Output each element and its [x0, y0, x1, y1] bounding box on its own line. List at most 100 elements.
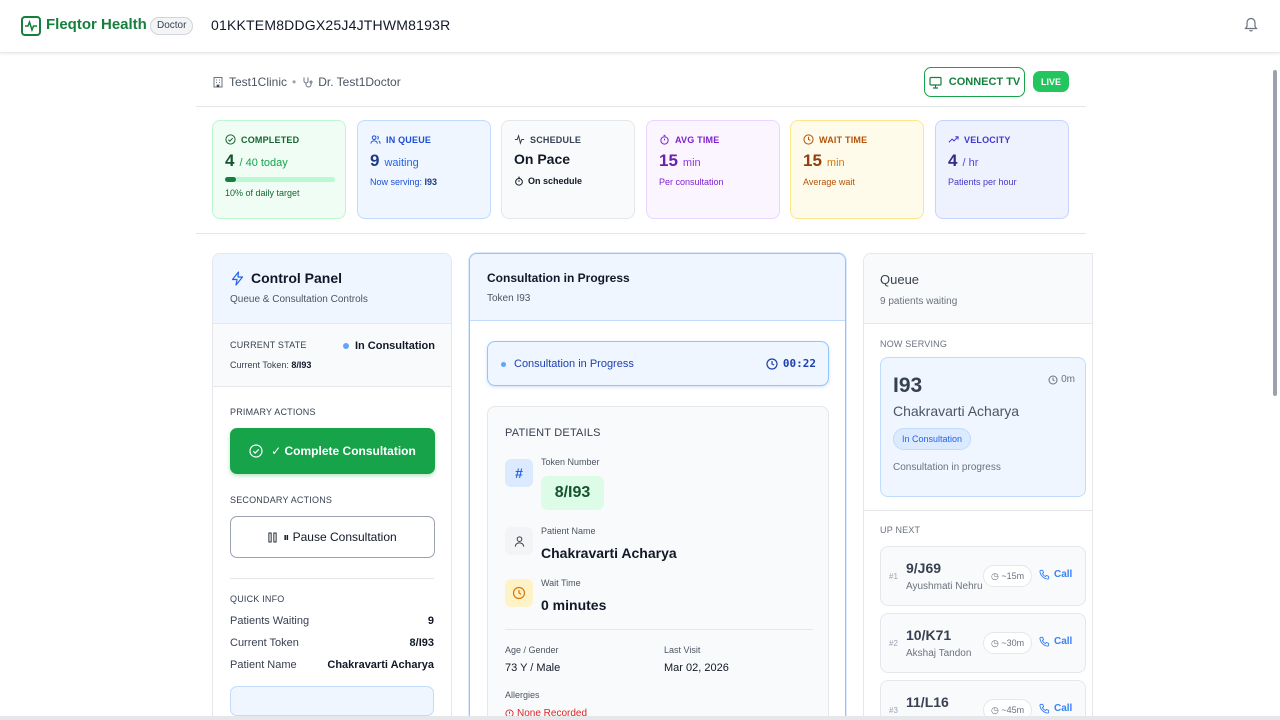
control-panel: Control Panel Queue & Consultation Contr…	[212, 253, 452, 720]
queue-wait: ◷ ~45m	[983, 699, 1033, 720]
complete-consultation-button[interactable]: ✓ Complete Consultation	[230, 428, 435, 474]
queue-item[interactable]: #3 11/L16 ◷ ~45m Call	[880, 680, 1086, 720]
queue-header: Queue 9 patients waiting	[864, 254, 1092, 324]
stat-completed: COMPLETED 4 / 40 today 10% of daily targe…	[212, 120, 346, 219]
stethoscope-icon	[303, 77, 313, 88]
now-serving-prefix: Now serving:	[370, 177, 423, 187]
queue-token: 11/L16	[906, 694, 949, 710]
stopwatch-icon	[515, 176, 523, 186]
session-id: 01KKTEM8DDGX25J4JTHWM8193R	[211, 17, 451, 33]
lightning-icon	[231, 270, 244, 286]
call-button[interactable]: Call	[1039, 636, 1072, 647]
daily-target-progress-bar	[225, 177, 335, 182]
call-label: Call	[1054, 636, 1073, 647]
quick-info-row: Patient Name Chakravarti Acharya	[230, 659, 434, 671]
control-panel-subtitle: Queue & Consultation Controls	[230, 294, 368, 305]
users-icon	[370, 135, 381, 144]
stat-completed-unit: / 40 today	[239, 157, 288, 169]
stat-completed-value: 4	[225, 151, 235, 170]
now-serving-name: Chakravarti Acharya	[893, 403, 1020, 419]
last-visit-label: Last Visit	[664, 645, 701, 655]
allergies-label: Allergies	[505, 690, 540, 700]
secondary-actions-label: SECONDARY ACTIONS	[230, 495, 333, 505]
age-gender-label: Age / Gender	[505, 645, 559, 655]
state-dot	[342, 343, 349, 349]
current-token-label: Current Token:	[230, 360, 289, 370]
current-state-label: CURRENT STATE	[230, 340, 307, 350]
queue-item[interactable]: #1 9/J69 Ayushmati Nehru ◷ ~15m Call	[880, 546, 1086, 606]
role-badge: Doctor	[150, 17, 194, 35]
timer-icon	[660, 134, 669, 145]
top-bar: Fleqtor Health Doctor 01KKTEM8DDGX25J4JT…	[0, 0, 1280, 53]
stat-wait-time: WAIT TIME 15 min Average wait	[790, 120, 924, 219]
stat-schedule-sub: On schedule	[528, 176, 583, 186]
queue-position: #3	[889, 706, 898, 715]
notification-bell-icon[interactable]	[1244, 17, 1258, 33]
queue-title: Queue	[880, 272, 920, 287]
consultation-progress-banner: Consultation in Progress 00:22	[487, 341, 829, 386]
activity-icon	[514, 134, 525, 145]
quick-info-value: 8/I93	[409, 637, 434, 649]
stat-wait-time-value: 15	[803, 151, 822, 170]
queue-wait-value: ~15m	[1001, 571, 1025, 581]
monitor-icon	[929, 76, 942, 89]
last-visit-value: Mar 02, 2026	[664, 662, 729, 674]
pause-consultation-button[interactable]: ⏸ Pause Consultation	[230, 516, 435, 558]
hash-icon: #	[505, 459, 533, 487]
pause-consultation-label: ⏸ Pause Consultation	[283, 529, 397, 544]
wait-time-value: 0 minutes	[541, 597, 607, 613]
quick-info-row: Current Token 8/I93	[230, 637, 434, 649]
complete-consultation-label: ✓ Complete Consultation	[271, 444, 416, 458]
queue-subtitle: 9 patients waiting	[880, 296, 958, 307]
connect-tv-button[interactable]: CONNECT TV	[924, 67, 1025, 97]
control-panel-title: Control Panel	[251, 270, 343, 286]
stat-completed-sub: 10% of daily target	[225, 188, 300, 198]
token-number-value: 8/I93	[541, 476, 604, 510]
stat-avg-time-sub: Per consultation	[659, 177, 724, 187]
current-state-value: In Consultation	[342, 340, 435, 352]
building-icon	[213, 77, 223, 88]
stat-velocity-label: VELOCITY	[964, 134, 1011, 145]
quick-info-label: QUICK INFO	[230, 594, 285, 604]
call-button[interactable]: Call	[1039, 569, 1072, 580]
now-serving-token: I93	[424, 177, 438, 187]
phone-icon	[1039, 703, 1050, 714]
queue-item[interactable]: #2 10/K71 Akshaj Tandon ◷ ~30m Call	[880, 613, 1086, 673]
stat-in-queue-unit: waiting	[384, 157, 419, 169]
now-serving-card[interactable]: I93 0m Chakravarti Acharya In Consultati…	[880, 357, 1086, 497]
current-state-section: CURRENT STATE In Consultation Current To…	[213, 324, 451, 387]
stat-in-queue-label: IN QUEUE	[386, 134, 432, 145]
consultation-panel: Consultation in Progress Token I93 Consu…	[469, 253, 846, 720]
stat-in-queue: IN QUEUE 9 waiting Now serving: I93	[357, 120, 491, 219]
page-scrollbar[interactable]	[1273, 70, 1277, 396]
now-serving-badge: In Consultation	[893, 428, 972, 450]
brand-name[interactable]: Fleqtor Health	[46, 16, 147, 33]
separator: •	[292, 75, 297, 89]
doctor-name: Dr. Test1Doctor	[318, 75, 401, 89]
trending-up-icon	[948, 136, 959, 143]
current-token-line: Current Token: 8/I93	[230, 360, 434, 370]
queue-wait-value: ~45m	[1001, 705, 1025, 715]
bottom-edge	[0, 716, 1280, 720]
stat-in-queue-sub: Now serving: I93	[370, 177, 478, 187]
phone-icon	[1039, 636, 1050, 647]
up-next-label: UP NEXT	[880, 525, 921, 535]
quick-info-value: Chakravarti Acharya	[327, 659, 434, 671]
clock-icon	[803, 134, 814, 145]
quick-info-row: Patients Waiting 9	[230, 615, 434, 627]
consultation-timer: 00:22	[766, 357, 816, 370]
user-icon	[505, 527, 533, 555]
stat-avg-time-unit: min	[682, 157, 701, 169]
stat-velocity: VELOCITY 4 / hr Patients per hour	[935, 120, 1069, 219]
call-label: Call	[1054, 569, 1073, 580]
quick-info-key: Patients Waiting	[230, 615, 310, 627]
consultation-title: Consultation in Progress	[487, 271, 630, 285]
patient-name-label: Patient Name	[541, 526, 596, 536]
token-number-label: Token Number	[541, 457, 600, 467]
call-button[interactable]: Call	[1039, 703, 1072, 714]
queue-patient-name: Akshaj Tandon	[906, 648, 972, 659]
current-token-value: 8/I93	[291, 360, 312, 370]
brand-logo-icon	[21, 16, 41, 36]
clinic-name: Test1Clinic	[229, 75, 288, 89]
patient-name-value: Chakravarti Acharya	[541, 545, 677, 561]
